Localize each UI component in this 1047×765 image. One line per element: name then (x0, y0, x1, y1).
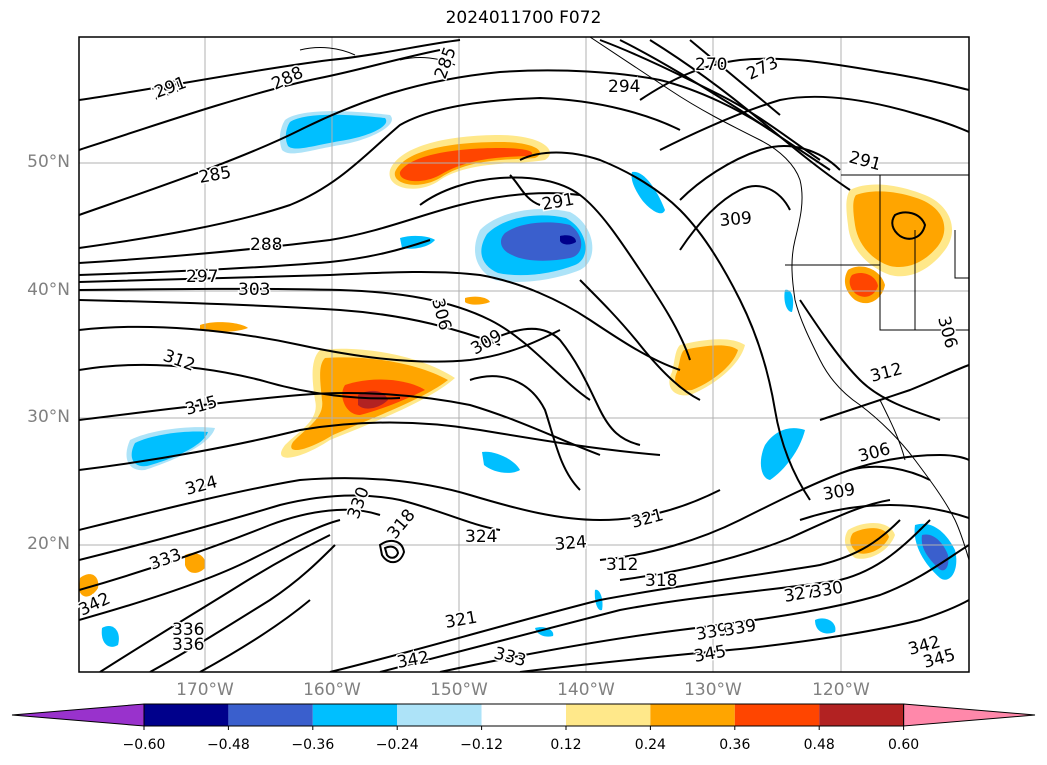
negative-anomaly-patch (921, 534, 949, 571)
contour-lines (79, 39, 969, 672)
contour-label: 312 (606, 555, 638, 575)
positive-anomaly-patch (200, 322, 248, 333)
colorbar-tick-label: 0.36 (719, 737, 751, 753)
colorbar-segment (144, 704, 229, 726)
positive-anomaly-patch (185, 553, 206, 573)
colorbar-tick-label: −0.48 (206, 737, 250, 753)
lon-label-150w: 150°W (430, 680, 488, 700)
negative-anomaly-patch (482, 451, 520, 473)
colorbar-tick-label: −0.60 (122, 737, 166, 753)
colorbar-segment (566, 704, 651, 726)
lat-label-40n: 40°N (27, 280, 70, 300)
negative-anomaly-patch (101, 625, 119, 647)
negative-anomaly-patch (285, 114, 387, 149)
contour-label: 318 (645, 571, 677, 591)
positive-anomaly-patch (399, 148, 533, 182)
map-title: 2024011700 F072 (445, 8, 602, 28)
contour-label: 336 (172, 620, 204, 640)
plot-frame (78, 36, 970, 673)
contour-label: 270 (695, 55, 727, 75)
positive-anomaly-patch (850, 528, 889, 554)
lon-label-170w: 170°W (176, 680, 234, 700)
colorbar-tick-label: 0.24 (634, 737, 666, 753)
colorbar-segment (481, 704, 566, 726)
lon-label-160w: 160°W (303, 680, 361, 700)
colorbar-tick-label: −0.36 (291, 737, 335, 753)
colorbar-frame (143, 703, 905, 727)
contour-label: 288 (250, 235, 282, 255)
positive-anomaly-patch (465, 296, 490, 305)
colorbar-segment (650, 704, 735, 726)
colorbar-segment (228, 704, 313, 726)
contour-label: 345 (692, 642, 727, 667)
lon-label-130w: 130°W (684, 680, 742, 700)
colorbar-tick-label: 0.60 (888, 737, 920, 753)
lon-label-120w: 120°W (812, 680, 870, 700)
colorbar-segment (397, 704, 482, 726)
colorbar-tick-label: −0.24 (375, 737, 419, 753)
negative-anomaly-patch (760, 428, 805, 480)
positive-anomaly-patch (358, 390, 388, 409)
anomaly-fills (79, 111, 957, 647)
negative-anomaly-patch (560, 235, 576, 245)
lat-label-50n: 50°N (27, 152, 70, 172)
lon-label-140w: 140°W (557, 680, 615, 700)
contour-label: 303 (238, 280, 270, 300)
colorbar-segment (819, 704, 904, 726)
colorbar-extend-max (903, 703, 1036, 727)
contour-label: 294 (608, 77, 640, 97)
colorbar-tick-label: −0.12 (460, 737, 504, 753)
colorbar-segment (734, 704, 820, 726)
colorbar-tick-label: 0.12 (550, 737, 582, 753)
contour-label: 324 (554, 532, 588, 555)
negative-anomaly-patch (131, 431, 208, 467)
lat-label-30n: 30°N (27, 407, 70, 427)
positive-anomaly-patch (79, 574, 99, 597)
contour-label: 324 (183, 472, 220, 500)
contour-label: 297 (186, 267, 218, 287)
colorbar (11, 703, 1036, 730)
positive-anomaly-patch (675, 345, 738, 391)
negative-anomaly-patch (784, 289, 794, 312)
negative-anomaly-patch (631, 171, 665, 214)
positive-anomaly-patch (853, 191, 945, 268)
negative-anomaly-patch (500, 222, 582, 261)
negative-anomaly-patch (400, 235, 435, 249)
map-content (79, 37, 969, 672)
negative-anomaly-patch (815, 618, 836, 634)
colorbar-segment (312, 704, 398, 726)
contour-label: 324 (465, 527, 497, 547)
lat-label-20n: 20°N (27, 534, 70, 554)
colorbar-extend-min (11, 703, 145, 727)
coastline (299, 37, 969, 561)
negative-anomaly-patch (535, 627, 554, 637)
contour-label: 309 (719, 208, 753, 231)
contour-label: 336 (172, 635, 204, 655)
colorbar-tick-label: 0.48 (803, 737, 835, 753)
